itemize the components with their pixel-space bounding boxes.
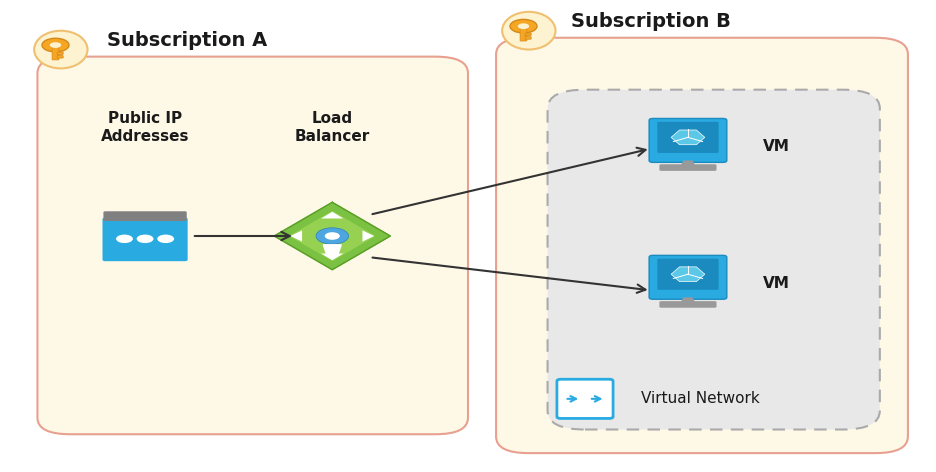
Text: Subscription A: Subscription A	[107, 31, 268, 50]
Circle shape	[510, 19, 537, 33]
FancyBboxPatch shape	[557, 379, 613, 419]
Circle shape	[157, 235, 174, 243]
Circle shape	[325, 232, 340, 240]
Polygon shape	[671, 130, 705, 145]
FancyBboxPatch shape	[650, 255, 727, 299]
FancyBboxPatch shape	[525, 33, 532, 35]
FancyBboxPatch shape	[57, 52, 64, 54]
FancyBboxPatch shape	[37, 57, 468, 434]
Polygon shape	[680, 297, 695, 303]
FancyBboxPatch shape	[103, 211, 187, 221]
Text: Load
Balancer: Load Balancer	[295, 111, 370, 143]
Circle shape	[518, 23, 529, 29]
FancyBboxPatch shape	[496, 38, 908, 453]
FancyBboxPatch shape	[657, 122, 719, 153]
Polygon shape	[321, 212, 344, 219]
FancyBboxPatch shape	[657, 259, 719, 290]
Text: Virtual Network: Virtual Network	[641, 391, 760, 406]
FancyBboxPatch shape	[660, 301, 717, 308]
Circle shape	[116, 235, 133, 243]
Text: VM: VM	[763, 276, 790, 291]
FancyBboxPatch shape	[52, 45, 59, 60]
Ellipse shape	[35, 31, 88, 68]
FancyBboxPatch shape	[660, 164, 717, 171]
Circle shape	[50, 42, 61, 48]
Polygon shape	[290, 212, 374, 260]
Polygon shape	[362, 230, 374, 242]
Text: VM: VM	[763, 139, 790, 154]
FancyBboxPatch shape	[525, 37, 532, 39]
Circle shape	[42, 38, 69, 52]
Text: Subscription B: Subscription B	[571, 12, 730, 31]
Polygon shape	[321, 253, 344, 260]
Polygon shape	[274, 202, 390, 270]
Polygon shape	[671, 267, 705, 282]
Circle shape	[316, 228, 348, 244]
FancyBboxPatch shape	[57, 56, 64, 58]
FancyBboxPatch shape	[103, 218, 188, 261]
Polygon shape	[290, 230, 302, 242]
FancyBboxPatch shape	[650, 118, 727, 162]
Polygon shape	[680, 160, 695, 166]
FancyBboxPatch shape	[548, 90, 880, 430]
Polygon shape	[323, 245, 342, 258]
FancyBboxPatch shape	[520, 25, 527, 41]
Text: Public IP
Addresses: Public IP Addresses	[101, 111, 189, 143]
Circle shape	[137, 235, 154, 243]
Ellipse shape	[502, 12, 556, 50]
